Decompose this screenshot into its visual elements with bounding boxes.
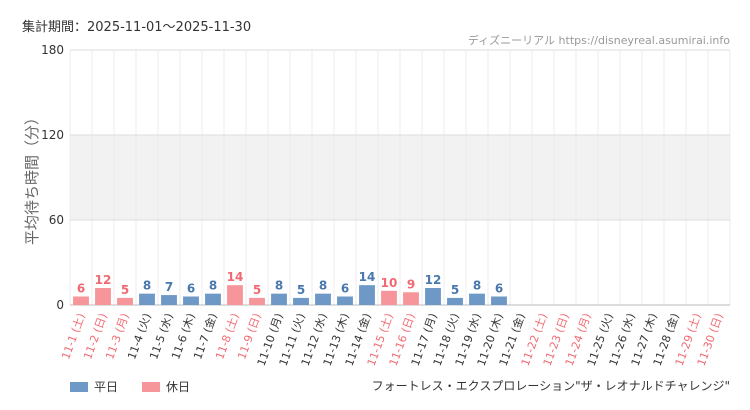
y-tick-label: 180 [41, 43, 64, 57]
bar [227, 285, 243, 305]
data-label: 6 [187, 282, 195, 296]
bar [337, 296, 353, 305]
legend-weekday-swatch [70, 381, 88, 392]
y-tick-label: 0 [56, 298, 64, 312]
bar [95, 288, 111, 305]
legend-weekday-label: 平日 [94, 380, 119, 394]
data-label: 8 [473, 279, 481, 293]
data-label: 10 [381, 276, 398, 290]
bar [293, 297, 309, 305]
y-tick-label: 60 [49, 213, 64, 227]
bar [271, 293, 287, 305]
data-label: 9 [407, 277, 415, 291]
data-label: 5 [253, 283, 261, 297]
data-label: 12 [95, 273, 112, 287]
legend-holiday-swatch [142, 381, 160, 392]
y-axis-label: 平均待ち時間（分） [23, 110, 41, 245]
bar [403, 292, 419, 305]
bar [73, 296, 89, 305]
data-label: 12 [425, 273, 442, 287]
y-tick-label: 120 [41, 128, 64, 142]
bar [205, 293, 221, 305]
data-label: 8 [275, 279, 283, 293]
data-label: 5 [451, 283, 459, 297]
bar [117, 297, 133, 305]
bar [381, 290, 397, 305]
data-label: 5 [297, 283, 305, 297]
bar [249, 297, 265, 305]
bar [161, 295, 177, 305]
bar [139, 293, 155, 305]
bar [491, 296, 507, 305]
legend-weekday: 平日 [70, 378, 118, 395]
data-label: 8 [209, 279, 217, 293]
data-label: 8 [143, 279, 151, 293]
bar [469, 293, 485, 305]
bar [447, 297, 463, 305]
data-label: 6 [77, 282, 85, 296]
data-label: 6 [341, 282, 349, 296]
data-label: 6 [495, 282, 503, 296]
source-credit: ディズニーリアル https://disneyreal.asumirai.inf… [467, 34, 730, 47]
data-label: 14 [227, 270, 244, 284]
bar [315, 293, 331, 305]
data-label: 14 [359, 270, 376, 284]
legend-holiday: 休日 [142, 378, 190, 395]
data-label: 7 [165, 280, 173, 294]
attraction-name: フォートレス・エクスプロレーション"ザ・レオナルドチャレンジ" [371, 379, 730, 393]
bar [183, 296, 199, 305]
bar [359, 285, 375, 305]
data-label: 5 [121, 283, 129, 297]
legend-holiday-label: 休日 [166, 380, 191, 394]
period-label: 集計期間：2025-11-01～2025-11-30 [22, 20, 252, 35]
bar [425, 288, 441, 305]
data-label: 8 [319, 279, 327, 293]
